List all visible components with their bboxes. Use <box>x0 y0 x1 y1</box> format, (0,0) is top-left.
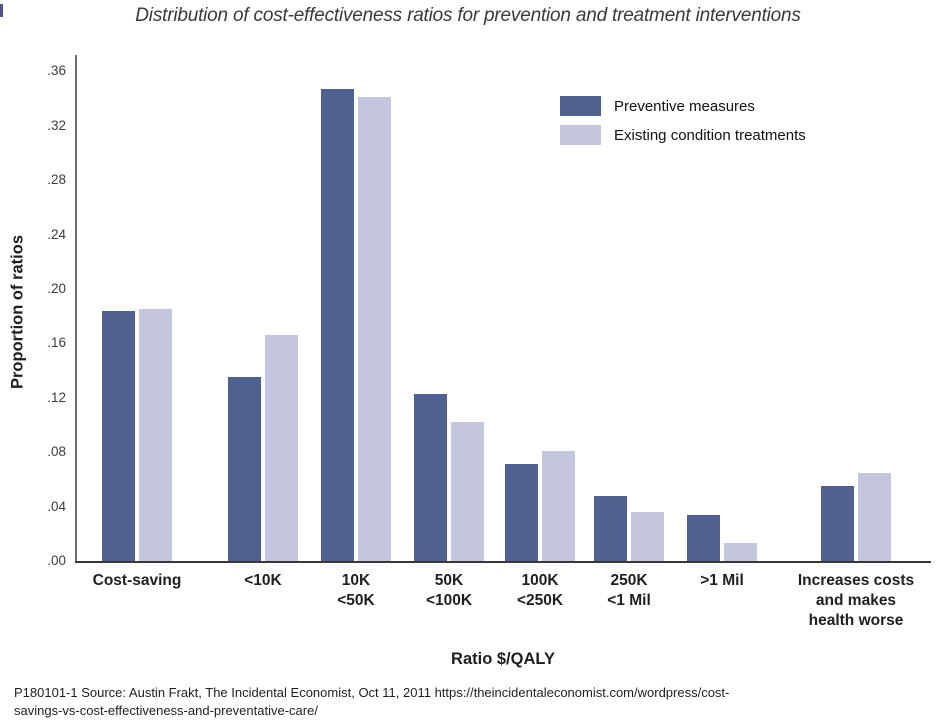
bar-existing <box>631 512 664 561</box>
x-axis-line <box>75 561 931 563</box>
y-tick-label: .16 <box>47 335 66 351</box>
bar-preventive <box>228 377 261 561</box>
y-tick-label: .08 <box>47 444 66 460</box>
legend-item-existing: Existing condition treatments <box>560 125 806 145</box>
legend-item-preventive: Preventive measures <box>560 96 806 116</box>
legend-swatch-existing <box>560 125 601 145</box>
bar-preventive <box>414 394 447 561</box>
source-citation: P180101-1 Source: Austin Frakt, The Inci… <box>14 684 924 719</box>
bar-existing <box>358 97 391 561</box>
x-category-label: Increases costs and makes health worse <box>797 572 915 629</box>
bar-existing <box>451 422 484 561</box>
x-category-label: 250K <1 Mil <box>607 572 651 609</box>
x-category-label: 50K <100K <box>425 572 473 609</box>
y-tick-label: .20 <box>47 281 66 296</box>
y-tick-label: .00 <box>47 553 66 568</box>
y-tick-label: .36 <box>47 63 66 79</box>
y-tick-label: .24 <box>47 226 66 242</box>
source-citation-line1: P180101-1 Source: Austin Frakt, The Inci… <box>14 685 730 700</box>
bar-preventive <box>505 464 538 561</box>
bar-existing <box>858 473 891 561</box>
legend-swatch-preventive <box>560 96 601 116</box>
bar-existing <box>139 309 172 561</box>
x-axis-label: Ratio $/QALY <box>451 650 555 668</box>
bar-preventive <box>594 496 627 561</box>
legend-label-existing: Existing condition treatments <box>614 126 806 144</box>
x-category-label: Cost-saving <box>92 572 182 589</box>
bar-existing <box>265 335 298 561</box>
source-citation-line2: savings-vs-cost-effectiveness-and-preven… <box>14 702 318 718</box>
x-category-label: 100K <250K <box>516 572 564 609</box>
bar-preventive <box>821 486 854 561</box>
bar-preventive <box>102 311 135 561</box>
y-tick-label: .28 <box>47 172 66 188</box>
y-tick-label: .32 <box>47 117 66 133</box>
legend-label-preventive: Preventive measures <box>614 97 755 115</box>
chart-title: Distribution of cost-effectiveness ratio… <box>135 5 801 26</box>
legend: Preventive measures Existing condition t… <box>560 96 806 154</box>
y-tick-label: .04 <box>47 498 66 514</box>
x-category-label: 10K <50K <box>337 572 375 609</box>
y-tick-label: .12 <box>47 389 66 405</box>
y-axis-label: Proportion of ratios <box>8 235 27 389</box>
edge-artifact <box>0 4 3 17</box>
bar-existing <box>542 451 575 561</box>
x-category-label: <10K <box>244 572 282 589</box>
bar-preventive <box>321 89 354 561</box>
x-category-label: >1 Mil <box>700 572 744 589</box>
bar-existing <box>724 543 757 561</box>
y-axis-line <box>75 55 77 563</box>
bar-preventive <box>687 515 720 561</box>
